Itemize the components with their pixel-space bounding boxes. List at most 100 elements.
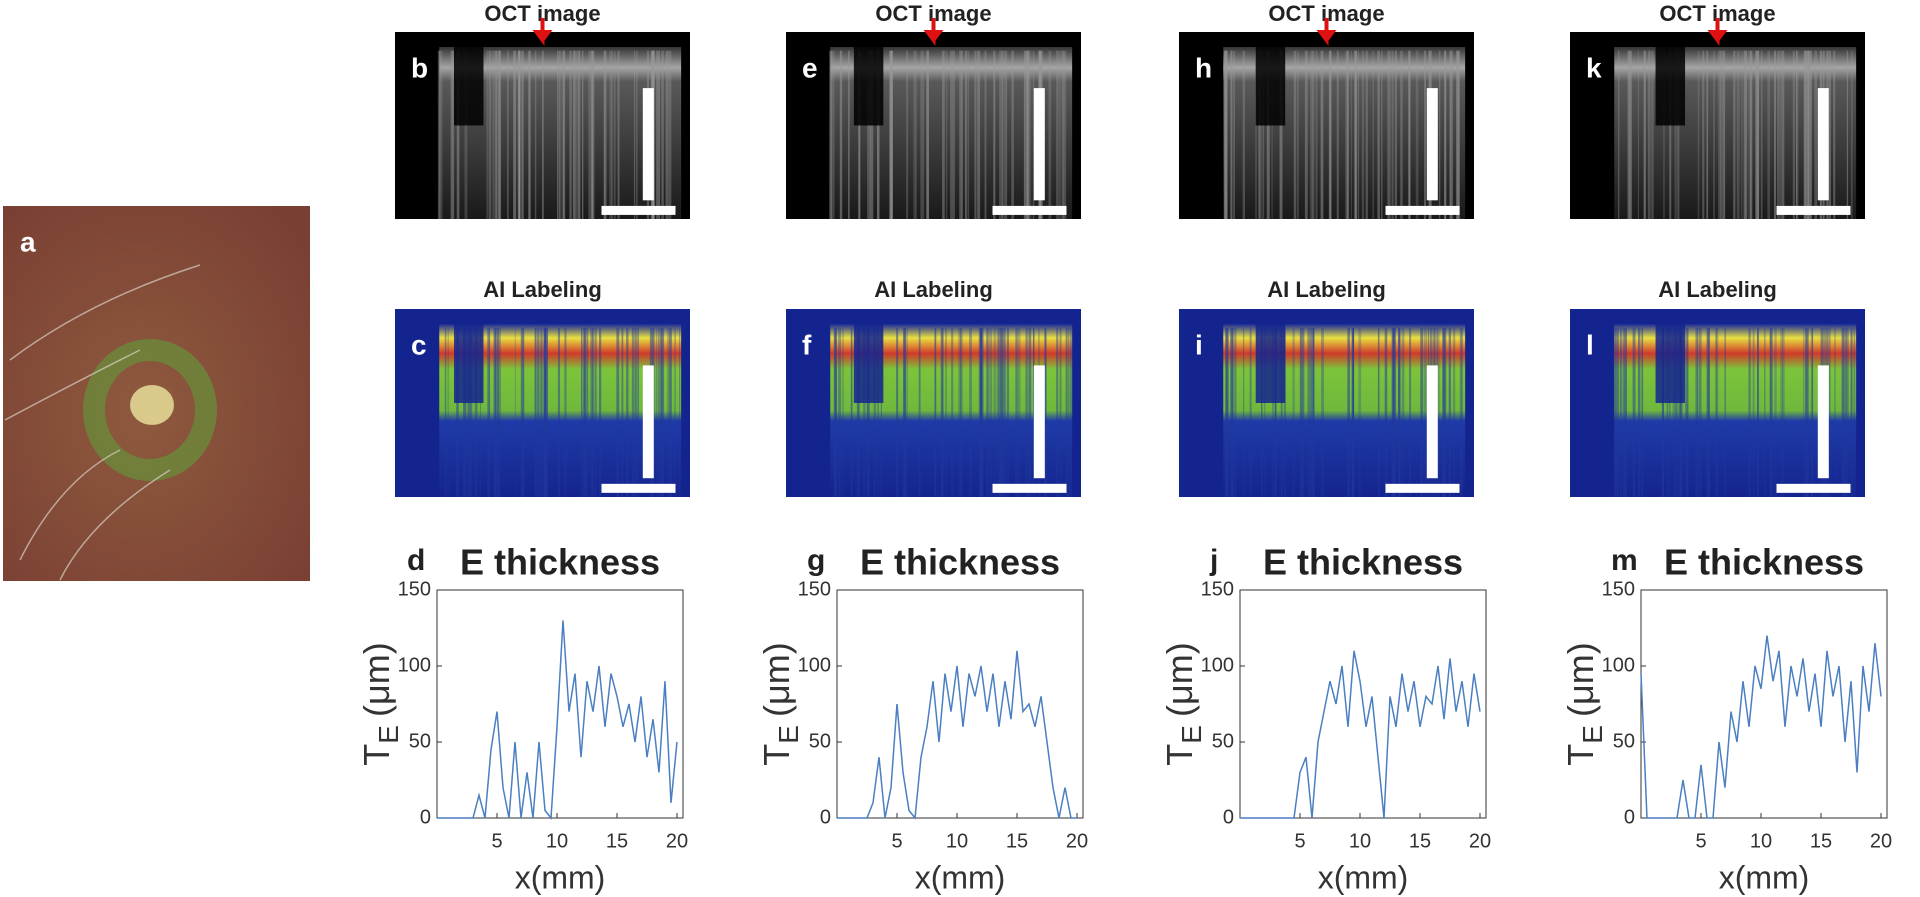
y-axis-label-main: T [756,744,797,766]
gap [454,32,484,126]
panel-label: k [1586,52,1602,83]
panel-label: g [807,544,825,577]
y-axis-label-sub: E [373,725,404,744]
y-tick-label: 50 [409,730,431,752]
scale-bar-h [992,483,1067,493]
y-tick-label: 50 [1212,730,1234,752]
panel-label: a [20,226,36,257]
x-tick-label: 15 [606,830,628,852]
y-tick-label: 50 [1613,730,1635,752]
chart-title: E thickness [1263,542,1463,583]
x-tick-label: 20 [1870,830,1892,852]
x-tick-label: 15 [1810,830,1832,852]
red-arrow [532,18,553,46]
panel-title: AI Labeling [483,277,602,302]
scale-bar-v [1426,88,1438,201]
y-axis-label-unit: (μm) [356,642,397,717]
y-tick-label: 100 [398,654,431,676]
lesion-ring [83,339,217,481]
y-tick-label: 0 [1223,806,1234,828]
line-chart: j E thickness 0 50 100 150 5 10 15 20 x(mm) TE (μm) [1159,542,1492,896]
y-tick-label: 0 [820,806,831,828]
panel-label: j [1209,544,1218,577]
panel-title: AI Labeling [1658,277,1777,302]
gap [853,309,884,403]
y-axis-label-main: T [356,744,397,766]
y-axis-label: TE (μm) [356,642,405,765]
y-tick-label: 150 [798,578,831,600]
panel-label: d [407,544,425,577]
x-tick-label: 20 [1066,830,1088,852]
gap [853,32,884,126]
scale-bar-h [1776,483,1851,493]
plot-area [436,589,684,819]
gap [1255,32,1286,126]
panel-label: l [1586,329,1594,360]
gap [454,309,484,403]
scale-bar-h [1776,205,1851,215]
scale-bar-v [1817,88,1829,201]
y-axis-label-main: T [1159,744,1200,766]
y-tick-label: 50 [809,730,831,752]
tissue [1614,324,1857,497]
panel-label: b [411,52,428,83]
chart-title: E thickness [1664,542,1864,583]
scale-bar-h [601,205,676,215]
x-tick-label: 15 [1409,830,1431,852]
x-axis-label: x(mm) [1719,859,1810,895]
gap [1255,309,1286,403]
x-tick-label: 15 [1006,830,1028,852]
red-arrow [1316,18,1337,46]
scale-bar-h [992,205,1067,215]
panel-label: m [1611,544,1638,577]
panel-title: AI Labeling [874,277,993,302]
scale-bar-h [1385,483,1460,493]
y-axis-label-sub: E [1577,725,1608,744]
panel-label: h [1195,52,1212,83]
x-tick-label: 10 [946,830,968,852]
y-tick-label: 0 [1624,806,1635,828]
thickness-line [837,650,1077,820]
x-tick-label: 10 [546,830,568,852]
line-chart: d E thickness 0 50 100 150 5 10 15 20 x(mm) TE (μm) [356,542,689,896]
chart-title: E thickness [460,542,660,583]
scale-bar-v [642,88,654,201]
scale-bar-h [601,483,676,493]
scale-bar-v [1033,365,1045,479]
x-tick-label: 5 [491,830,502,852]
scale-bar-v [1426,365,1438,479]
x-tick-label: 20 [666,830,688,852]
y-axis-label-unit: (μm) [1560,642,1601,717]
line-chart: m E thickness 0 50 100 150 5 10 15 20 x(mm) TE (μm) [1560,542,1893,896]
red-arrow [1707,18,1728,46]
red-arrow [923,18,944,46]
y-tick-label: 100 [1602,654,1635,676]
x-tick-label: 5 [1695,830,1706,852]
y-axis-label: TE (μm) [1159,642,1208,765]
tissue [1614,46,1857,220]
y-axis-label-unit: (μm) [1159,642,1200,717]
y-axis-label-unit: (μm) [756,642,797,717]
y-axis-label: TE (μm) [756,642,805,765]
scale-bar-v [1817,365,1829,479]
y-tick-label: 150 [1602,578,1635,600]
y-tick-label: 0 [420,806,431,828]
panel-label: i [1195,329,1203,360]
y-tick-label: 100 [1201,654,1234,676]
y-tick-label: 150 [1201,578,1234,600]
x-tick-label: 20 [1469,830,1491,852]
panel-label: e [802,52,818,83]
x-tick-label: 10 [1750,830,1772,852]
photo: a [3,206,310,581]
scale-bar-v [1033,88,1045,201]
y-axis-label-sub: E [773,725,804,744]
scale-bar-v [642,365,654,479]
gap [1655,32,1686,126]
y-axis-label-main: T [1560,744,1601,766]
plot-area [1640,589,1888,819]
y-axis-label: TE (μm) [1560,642,1609,765]
thickness-line [1640,635,1882,819]
lesion-center [130,385,174,425]
y-axis-label-sub: E [1176,725,1207,744]
